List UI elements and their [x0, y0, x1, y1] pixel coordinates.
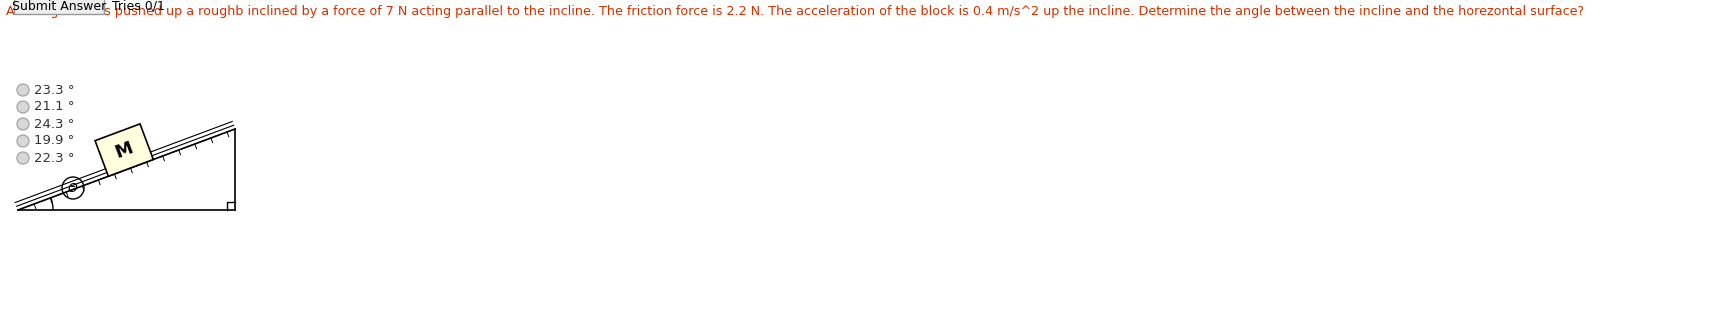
Polygon shape — [95, 124, 153, 176]
Text: A 1.2 kg block is pushed up a roughb inclined by a force of 7 N acting parallel : A 1.2 kg block is pushed up a roughb inc… — [5, 5, 1584, 18]
Text: Θ: Θ — [69, 181, 77, 194]
Text: 19.9 °: 19.9 ° — [34, 134, 74, 147]
Polygon shape — [17, 129, 236, 210]
Text: 21.1 °: 21.1 ° — [34, 100, 74, 113]
Text: 23.3 °: 23.3 ° — [34, 84, 74, 97]
Text: 22.3 °: 22.3 ° — [34, 152, 74, 165]
Circle shape — [17, 101, 29, 113]
Circle shape — [17, 118, 29, 130]
Text: M: M — [114, 139, 136, 162]
Circle shape — [17, 84, 29, 96]
FancyBboxPatch shape — [14, 0, 103, 14]
Text: 24.3 °: 24.3 ° — [34, 118, 74, 131]
Circle shape — [17, 152, 29, 164]
Text: Submit Answer: Submit Answer — [12, 0, 107, 13]
Circle shape — [17, 135, 29, 147]
Text: Tries 0/1: Tries 0/1 — [112, 0, 165, 13]
